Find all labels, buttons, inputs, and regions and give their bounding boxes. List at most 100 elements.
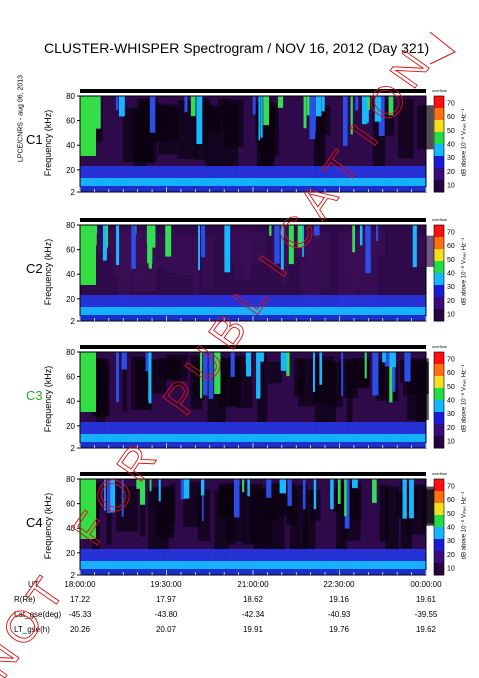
emission-streak (343, 96, 348, 147)
watermark-letter: I (341, 116, 388, 154)
low-intensity-region (176, 234, 193, 276)
emission-streak (247, 479, 250, 497)
colorbar-tick-label: 10 (447, 183, 455, 190)
orbit-value: 19.16 (328, 595, 350, 604)
colorbar-tick-label: 40 (447, 142, 455, 149)
emission-streak (224, 225, 231, 273)
colorbar-tick-label: 20 (447, 552, 455, 559)
colorbar-tick-label: 50 (447, 128, 455, 135)
orbit-value: 00:00:00 (410, 580, 442, 589)
emission-streak (409, 479, 414, 519)
emission-streak (287, 479, 292, 506)
low-intensity-region (92, 358, 108, 414)
emission-streak (388, 96, 394, 116)
low-intensity-region (257, 356, 268, 422)
emission-streak (94, 96, 101, 129)
emission-streak (106, 479, 111, 514)
emission-streak (330, 479, 334, 510)
emission-streak (106, 225, 109, 248)
low-intensity-region (192, 235, 200, 296)
spectrogram-c1: 2 20 40 60 80 10 20 30 40 50 60 70 (66, 89, 455, 197)
low-intensity-region (214, 490, 229, 566)
emission-streak (140, 479, 146, 505)
colorbar-segment (434, 273, 444, 286)
colorbar-segment (434, 424, 444, 437)
y-tick-label: 20 (66, 549, 75, 558)
colorbar-tick-label: 60 (447, 370, 455, 377)
emission-streak (148, 352, 152, 404)
y-tick-label: 20 (66, 295, 75, 304)
colorbar-tick-label: 10 (447, 439, 455, 446)
colorbar-segment (434, 527, 444, 540)
emission-streak (118, 96, 125, 117)
colorbar-unit: overflow (432, 471, 447, 476)
orbit-value: 22:30:00 (323, 580, 355, 589)
colorbar-tick-label: 60 (447, 243, 455, 250)
spectrogram-c4: 2 20 40 60 80 10 20 30 40 50 60 70 (66, 472, 455, 580)
low-intensity-region (202, 236, 215, 289)
y-tick-label: 40 (66, 141, 75, 150)
emission-streak (266, 479, 272, 498)
low-intensity-region (133, 231, 145, 282)
low-intensity-region (148, 487, 164, 555)
plasma-line (80, 307, 426, 315)
emission-streak (196, 96, 203, 145)
colorbar-tick-label: 10 (447, 312, 455, 319)
low-frequency-band (80, 422, 426, 436)
colorbar-tick-label: 60 (447, 114, 455, 121)
emission-streak (242, 479, 245, 493)
low-intensity-region (418, 235, 438, 267)
low-intensity-region (190, 355, 203, 410)
y-tick-label: 40 (66, 524, 75, 533)
emission-streak (312, 352, 315, 392)
emission-streak (115, 352, 120, 403)
emission-streak (402, 479, 407, 519)
emission-streak (362, 96, 368, 125)
low-intensity-region (163, 486, 175, 536)
emission-streak (280, 352, 287, 371)
low-intensity-region (149, 227, 157, 290)
emission-streak (315, 96, 322, 117)
orbit-table: UT 18:00:00 19:30:00 21:00:00 22:30:00 00:00:… (0, 580, 479, 650)
colorbar-segment (434, 180, 444, 193)
emission-streak (274, 225, 280, 264)
colorbar-tick-label: 30 (447, 538, 455, 545)
orbit-value: 19:30:00 (150, 580, 182, 589)
low-intensity-region (421, 489, 434, 526)
emission-streak (149, 479, 152, 492)
emission-streak (136, 479, 143, 489)
plasma-line (80, 561, 426, 569)
emission-streak (389, 352, 393, 403)
low-intensity-region (205, 107, 222, 134)
low-intensity-region (266, 485, 278, 521)
emission-streak (115, 96, 119, 111)
colorbar-segment (434, 156, 444, 169)
low-intensity-region (217, 98, 230, 120)
emission-streak (279, 479, 286, 494)
emission-streak (203, 352, 208, 396)
emission-streak (208, 352, 214, 399)
emission-streak (245, 352, 249, 364)
low-frequency-band (80, 549, 426, 563)
emission-streak (382, 352, 386, 363)
y-tick-label: 2 (71, 571, 76, 580)
colorbar-tick-label: 50 (447, 257, 455, 264)
y-tick-label: 20 (66, 166, 75, 175)
colorbar-segment (434, 108, 444, 121)
colorbar-tick-label: 50 (447, 511, 455, 518)
coverage-bar (80, 89, 426, 93)
emission-streak (352, 479, 358, 489)
colorbar-segment (434, 400, 444, 413)
orbit-value: -43.80 (154, 610, 178, 619)
orbit-value: 18:00:00 (64, 580, 96, 589)
colorbar-segment (434, 352, 444, 365)
colorbar-tick-label: 30 (447, 411, 455, 418)
colorbar-segment (434, 376, 444, 389)
colorbar-tick-label: 40 (447, 271, 455, 278)
emission-streak (246, 352, 252, 377)
colorbar-segment (434, 168, 444, 181)
emission-streak (214, 352, 221, 394)
orbit-value: 21:00:00 (237, 580, 269, 589)
colorbar-tick-label: 70 (447, 100, 455, 107)
